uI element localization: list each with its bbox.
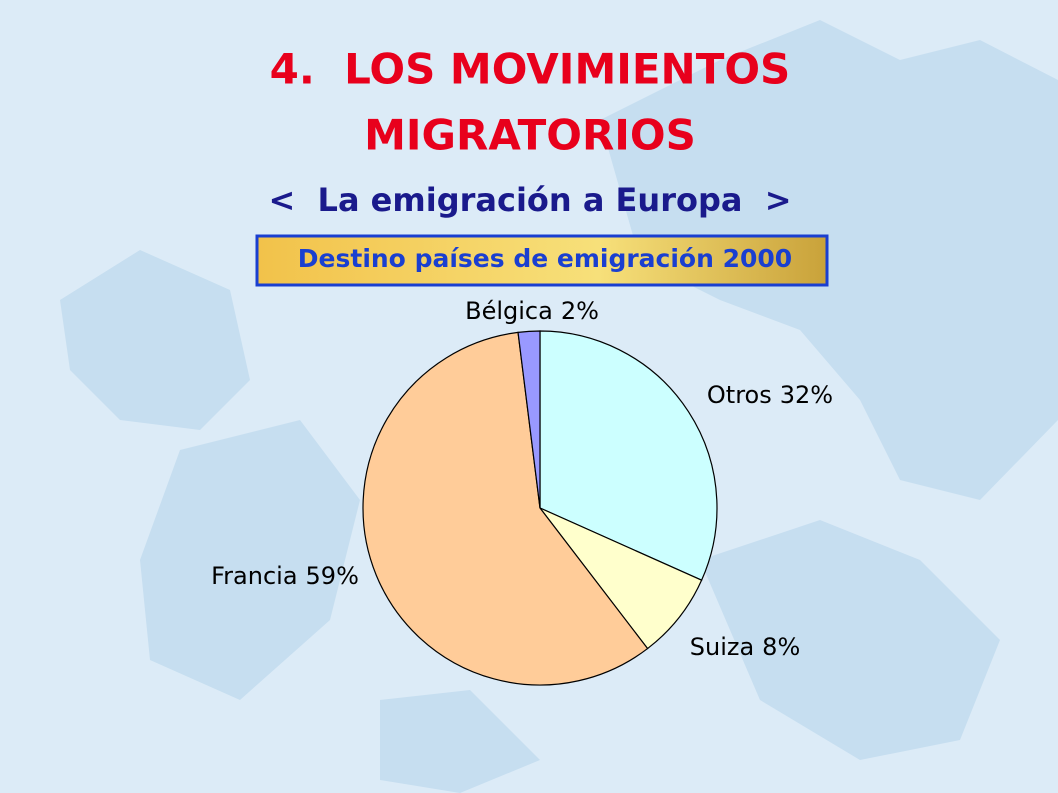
pie-slice [517, 330, 541, 509]
category-label: Francia [211, 562, 297, 590]
category-label: Suiza [690, 633, 754, 661]
slice-label: Suiza 8% [690, 633, 801, 661]
value-label: 2% [561, 297, 599, 325]
slice-label: Bélgica 2% [465, 297, 599, 325]
category-label: Otros [707, 381, 772, 409]
map-decoration [60, 20, 1058, 793]
value-label: 8% [762, 633, 800, 661]
title-line: MIGRATORIOS [364, 111, 696, 160]
pie: Otros 32% Suiza 8% Francia 59% Bélgica 2% [211, 297, 833, 686]
subtitle: < La emigración a Europa > [268, 181, 791, 219]
pie-slice [539, 330, 718, 581]
pie-slice [362, 331, 649, 686]
value-label: 59% [306, 562, 359, 590]
slice-label: Otros 32% [707, 381, 833, 409]
title-line: 4. LOS MOVIMIENTOS [270, 45, 791, 94]
category-label: Bélgica [465, 297, 553, 325]
value-label: 32% [780, 381, 833, 409]
slice-label: Francia 59% [211, 562, 359, 590]
chart-title: Destino países de emigración 2000 [298, 244, 792, 273]
chart-title-box [255, 234, 829, 287]
